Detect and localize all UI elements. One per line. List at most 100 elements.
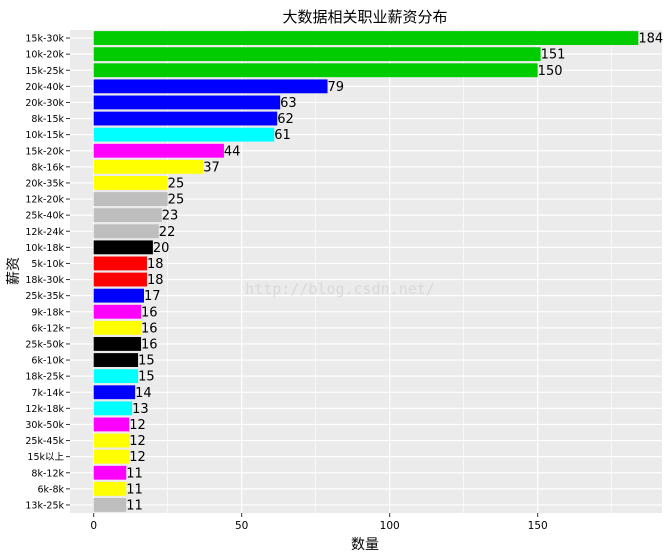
bar-15k-30k bbox=[93, 31, 639, 45]
category-label: 20k-35k bbox=[25, 178, 64, 189]
value-label: 11 bbox=[126, 482, 143, 497]
category-label: 10k-15k bbox=[25, 130, 64, 141]
bar-25k-40k bbox=[93, 208, 162, 223]
plot-panel bbox=[70, 30, 662, 513]
value-labels: 1841511507963626144372525232220181817161… bbox=[126, 32, 663, 514]
value-label: 44 bbox=[224, 144, 241, 159]
watermark-text: http://blog.csdn.net/ bbox=[245, 280, 435, 298]
bar-20k-35k bbox=[93, 176, 168, 190]
category-label: 25k-50k bbox=[25, 339, 64, 350]
category-label: 25k-45k bbox=[25, 436, 64, 447]
value-label: 16 bbox=[141, 305, 158, 320]
x-axis: 0 50 100 150 bbox=[90, 513, 548, 532]
y-axis: 15k-30k 10k-20k 15k-25k 20k-40k 20k-30k 8k-15… bbox=[25, 34, 70, 511]
value-label: 12 bbox=[129, 434, 146, 449]
category-label: 8k-15k bbox=[31, 114, 64, 125]
category-label: 8k-16k bbox=[31, 162, 64, 173]
bar-18k-30k bbox=[93, 272, 147, 287]
bar-18k-25k bbox=[93, 369, 139, 384]
value-label: 61 bbox=[274, 128, 291, 143]
category-label: 6k-8k bbox=[37, 484, 64, 495]
chart-title: 大数据相关职业薪资分布 bbox=[282, 8, 447, 26]
bar-6k-12k bbox=[93, 320, 142, 335]
bar-15k-25k bbox=[93, 63, 538, 78]
x-tick-label: 0 bbox=[90, 520, 97, 532]
bar-25k-50k bbox=[93, 337, 142, 351]
x-tick-label: 150 bbox=[528, 520, 548, 532]
category-label: 18k-25k bbox=[25, 372, 64, 383]
bar-13k-25k bbox=[93, 498, 127, 512]
value-label: 17 bbox=[144, 289, 161, 304]
value-label: 18 bbox=[147, 257, 164, 272]
category-label: 18k-30k bbox=[25, 275, 64, 286]
category-label: 15k-30k bbox=[25, 34, 64, 45]
bar-10k-15k bbox=[93, 127, 275, 142]
category-label: 6k-10k bbox=[31, 356, 64, 367]
value-label: 16 bbox=[141, 321, 158, 336]
bar-9k-18k bbox=[93, 304, 142, 319]
value-label: 62 bbox=[277, 112, 294, 127]
value-label: 37 bbox=[203, 160, 220, 175]
bar-12k-18k bbox=[93, 401, 133, 416]
value-label: 18 bbox=[147, 273, 164, 288]
value-label: 25 bbox=[168, 176, 185, 191]
bar-12k-20k bbox=[93, 192, 168, 206]
value-label: 79 bbox=[328, 80, 345, 95]
bar-15k-20k bbox=[93, 143, 224, 158]
value-label: 63 bbox=[280, 96, 297, 111]
bar-20k-30k bbox=[93, 95, 281, 110]
category-label: 15k-25k bbox=[25, 66, 64, 77]
bar-6k-8k bbox=[93, 481, 127, 496]
category-label: 15k以上 bbox=[27, 452, 64, 463]
category-label: 12k-24k bbox=[25, 227, 64, 238]
value-label: 12 bbox=[129, 450, 146, 465]
bar-12k-24k bbox=[93, 224, 159, 239]
value-label: 25 bbox=[168, 193, 185, 208]
category-label: 9k-18k bbox=[31, 307, 64, 318]
category-label: 25k-35k bbox=[25, 291, 64, 302]
bar-25k-35k bbox=[93, 288, 144, 303]
bar-6k-10k bbox=[93, 353, 139, 367]
y-axis-title: 薪资 bbox=[6, 257, 22, 285]
x-tick-label: 100 bbox=[380, 520, 400, 532]
value-label: 14 bbox=[135, 386, 152, 401]
category-label: 30k-50k bbox=[25, 420, 64, 431]
bar-7k-14k bbox=[93, 385, 136, 400]
value-label: 151 bbox=[541, 48, 566, 63]
bar-10k-18k bbox=[93, 240, 153, 255]
bar-15k以上 bbox=[93, 449, 130, 464]
category-label: 7k-14k bbox=[31, 388, 64, 399]
bar-10k-20k bbox=[93, 47, 541, 62]
value-label: 22 bbox=[159, 225, 176, 240]
bar-5k-10k bbox=[93, 256, 147, 271]
value-label: 23 bbox=[162, 209, 179, 224]
category-label: 15k-20k bbox=[25, 146, 64, 157]
bar-8k-12k bbox=[93, 465, 127, 480]
category-label: 13k-25k bbox=[25, 500, 64, 511]
category-label: 20k-40k bbox=[25, 82, 64, 93]
category-label: 10k-20k bbox=[25, 50, 64, 61]
category-label: 25k-40k bbox=[25, 211, 64, 222]
value-label: 11 bbox=[126, 466, 143, 481]
x-axis-title: 数量 bbox=[351, 537, 379, 553]
category-label: 10k-18k bbox=[25, 243, 64, 254]
category-label: 12k-20k bbox=[25, 195, 64, 206]
category-label: 8k-12k bbox=[31, 468, 64, 479]
bar-8k-15k bbox=[93, 111, 278, 126]
value-label: 15 bbox=[138, 354, 155, 369]
bar-30k-50k bbox=[93, 417, 130, 432]
category-label: 6k-12k bbox=[31, 323, 64, 334]
bar-8k-16k bbox=[93, 159, 204, 174]
category-label: 20k-30k bbox=[25, 98, 64, 109]
bar-20k-40k bbox=[93, 79, 328, 94]
value-label: 20 bbox=[153, 241, 170, 256]
value-label: 11 bbox=[126, 498, 143, 513]
bars bbox=[93, 31, 639, 512]
value-label: 15 bbox=[138, 370, 155, 385]
value-label: 16 bbox=[141, 337, 158, 352]
value-label: 184 bbox=[638, 32, 663, 47]
category-label: 12k-18k bbox=[25, 404, 64, 415]
value-label: 12 bbox=[129, 418, 146, 433]
